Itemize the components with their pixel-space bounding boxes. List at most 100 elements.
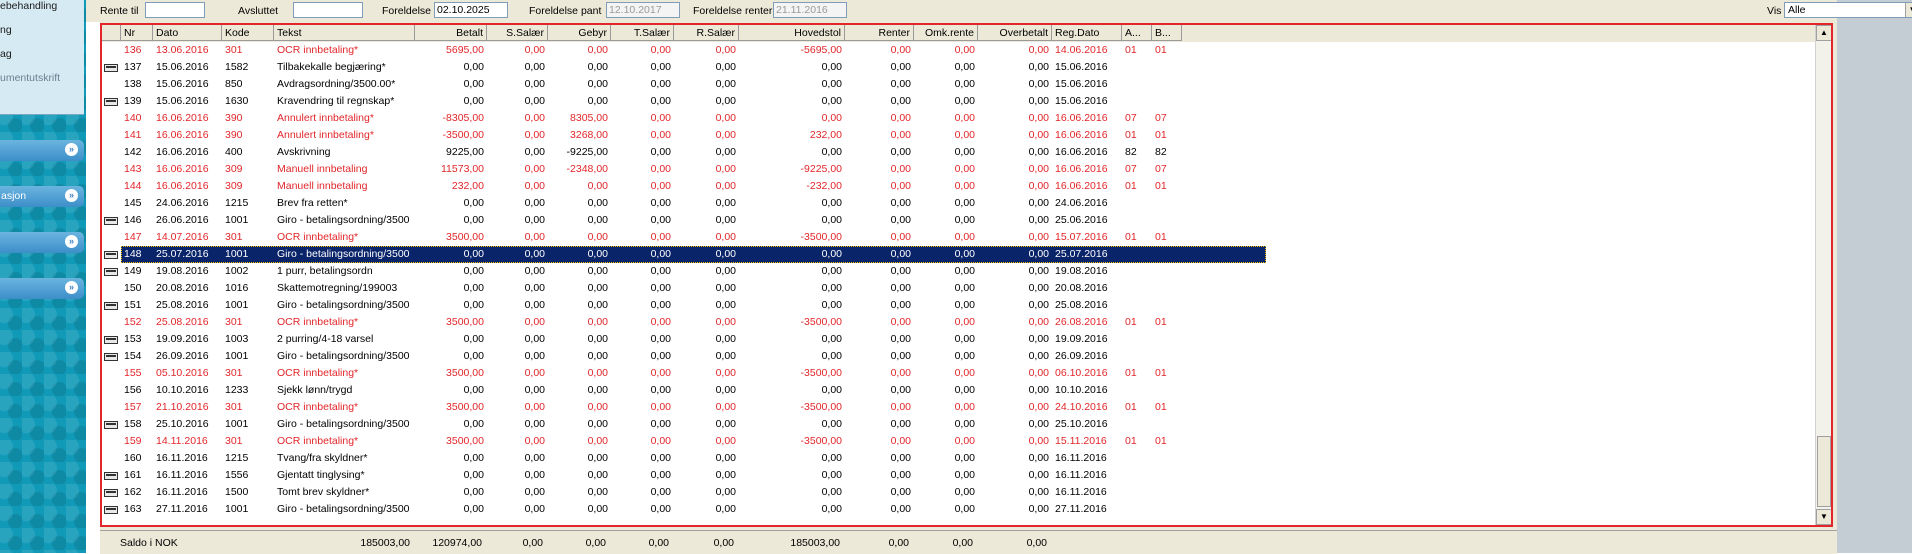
table-row[interactable]: 143 16.06.2016 309 Manuell innbetaling 11573… xyxy=(102,161,1815,178)
table-row[interactable]: 158 25.10.2016 1001 Giro - betalingsordning… xyxy=(102,416,1815,433)
nav-section-4[interactable]: » xyxy=(0,278,84,299)
table-row[interactable]: 152 25.08.2016 301 OCR innbetaling* 3500,00 0… xyxy=(102,314,1815,331)
nav-section-3[interactable]: » xyxy=(0,232,84,253)
table-cell: 15.06.2016 xyxy=(1055,61,1108,73)
table-cell: 154 xyxy=(124,350,142,362)
table-row[interactable]: 144 16.06.2016 309 Manuell innbetaling 232,0… xyxy=(102,178,1815,195)
table-row[interactable]: 140 16.06.2016 390 Annulert innbetaling* -83… xyxy=(102,110,1815,127)
column-header[interactable]: A... xyxy=(1122,25,1152,41)
table-cell: 0,00 xyxy=(715,214,736,226)
table-cell: -3500,00 xyxy=(442,129,484,141)
column-header[interactable]: Overbetalt xyxy=(978,25,1052,41)
foreldelse-input[interactable] xyxy=(434,2,508,18)
column-header[interactable]: Reg.Dato xyxy=(1052,25,1122,41)
table-row[interactable]: 155 05.10.2016 301 OCR innbetaling* 3500,00 0… xyxy=(102,365,1815,382)
column-header[interactable]: T.Salær xyxy=(611,25,674,41)
table-row[interactable]: 157 21.10.2016 301 OCR innbetaling* 3500,00 0… xyxy=(102,399,1815,416)
table-row[interactable]: 162 16.11.2016 1500 Tomt brev skyldner* 0,00… xyxy=(102,484,1815,501)
column-header[interactable]: S.Salær xyxy=(487,25,548,41)
letter-icon xyxy=(104,98,118,106)
table-row[interactable]: 161 16.11.2016 1556 Gjentatt tinglysing* 0,0… xyxy=(102,467,1815,484)
table-row[interactable]: 154 26.09.2016 1001 Giro - betalingsordning… xyxy=(102,348,1815,365)
letter-icon xyxy=(104,421,118,429)
table-cell: 0,00 xyxy=(1028,486,1049,498)
table-cell: 0,00 xyxy=(463,214,484,226)
table-cell: 0,00 xyxy=(1028,299,1049,311)
table-row-selected[interactable]: 148 25.07.2016 1001 Giro - betalingsordning… xyxy=(102,246,1815,263)
scroll-down-button[interactable]: ▼ xyxy=(1816,509,1831,525)
column-header[interactable]: Tekst xyxy=(274,25,415,41)
vis-select[interactable]: Alle ▼ xyxy=(1784,2,1912,18)
table-row[interactable]: 156 10.10.2016 1233 Sjekk lønn/trygd 0,00 0,0… xyxy=(102,382,1815,399)
table-row[interactable]: 149 19.08.2016 1002 1 purr, betalingsordn 0,… xyxy=(102,263,1815,280)
table-cell: 16.06.2016 xyxy=(1055,180,1108,192)
table-row[interactable]: 150 20.08.2016 1016 Skattemotregning/199003… xyxy=(102,280,1815,297)
table-row[interactable]: 147 14.07.2016 301 OCR innbetaling* 3500,00 0… xyxy=(102,229,1815,246)
table-cell: 8305,00 xyxy=(570,112,608,124)
scroll-up-button[interactable]: ▲ xyxy=(1816,25,1831,41)
table-row[interactable]: 159 14.11.2016 301 OCR innbetaling* 3500,00 0… xyxy=(102,433,1815,450)
table-row[interactable]: 151 25.08.2016 1001 Giro - betalingsordning… xyxy=(102,297,1815,314)
table-cell: 0,00 xyxy=(954,503,975,515)
table-row[interactable]: 137 15.06.2016 1582 Tilbakekalle begjæring*… xyxy=(102,59,1815,76)
column-header[interactable]: Kode xyxy=(222,25,274,41)
nav-section-informasjon[interactable]: asjon » xyxy=(0,186,84,207)
footer-total: 185003,00 xyxy=(360,537,410,549)
table-row[interactable]: 146 26.06.2016 1001 Giro - betalingsordning… xyxy=(102,212,1815,229)
table-cell: 301 xyxy=(225,435,243,447)
column-header[interactable]: Betalt xyxy=(415,25,487,41)
rente-til-input[interactable] xyxy=(145,2,205,18)
table-row[interactable]: 145 24.06.2016 1215 Brev fra retten* 0,00 0,0… xyxy=(102,195,1815,212)
table-cell: 0,00 xyxy=(1028,316,1049,328)
column-header[interactable]: Omk.rente xyxy=(914,25,978,41)
footer-total: 0,00 xyxy=(952,537,973,549)
letter-icon xyxy=(104,336,118,344)
table-cell: 3500,00 xyxy=(446,401,484,413)
table-cell: 0,00 xyxy=(524,265,545,277)
table-row[interactable]: 163 27.11.2016 1001 Giro - betalingsordning… xyxy=(102,501,1815,518)
table-row[interactable]: 153 19.09.2016 1003 2 purring/4-18 varsel 0,… xyxy=(102,331,1815,348)
table-cell: 1003 xyxy=(225,333,249,345)
table-cell: 1001 xyxy=(225,503,249,515)
table-cell xyxy=(1152,59,1182,76)
table-row[interactable]: 142 16.06.2016 400 Avskrivning 9225,00 0,00 -9… xyxy=(102,144,1815,161)
table-row[interactable]: 139 15.06.2016 1630 Kravendring til regnska… xyxy=(102,93,1815,110)
column-header[interactable]: R.Salær xyxy=(674,25,739,41)
nav-item-behandling[interactable]: ebehandling xyxy=(0,0,58,12)
chevron-down-icon[interactable]: » xyxy=(65,235,78,248)
scrollbar-thumb[interactable] xyxy=(1817,436,1831,507)
avsluttet-input[interactable] xyxy=(293,2,363,18)
nav-section-1[interactable]: » xyxy=(0,140,84,161)
table-row[interactable]: 136 13.06.2016 301 OCR innbetaling* 5695,00 0… xyxy=(102,42,1815,59)
table-cell: 0,00 xyxy=(587,231,608,243)
chevron-down-icon[interactable]: » xyxy=(65,189,78,202)
vertical-scrollbar[interactable]: ▲ ▼ xyxy=(1815,25,1831,525)
chevron-down-icon[interactable]: » xyxy=(65,143,78,156)
column-header[interactable]: Hovedstol xyxy=(739,25,845,41)
table-cell: 0,00 xyxy=(890,61,911,73)
column-header[interactable]: Gebyr xyxy=(548,25,611,41)
nav-item-2[interactable]: ng xyxy=(0,24,12,36)
table-cell: 0,00 xyxy=(890,401,911,413)
dropdown-arrow-icon[interactable]: ▼ xyxy=(1905,3,1912,17)
column-header[interactable]: Renter xyxy=(845,25,914,41)
table-cell: 140 xyxy=(124,112,142,124)
nav-item-3[interactable]: ag xyxy=(0,48,12,60)
column-header[interactable]: Dato xyxy=(153,25,222,41)
column-header[interactable]: B... xyxy=(1152,25,1182,41)
table-cell: 0,00 xyxy=(1028,44,1049,56)
table-cell: 0,00 xyxy=(650,112,671,124)
table-cell: 0,00 xyxy=(890,486,911,498)
table-cell: 301 xyxy=(225,44,243,56)
table-cell: 0,00 xyxy=(650,78,671,90)
chevron-down-icon[interactable]: » xyxy=(65,281,78,294)
table-cell: 0,00 xyxy=(1028,350,1049,362)
table-cell: 0,00 xyxy=(954,95,975,107)
column-header[interactable]: Nr xyxy=(121,25,153,41)
table-row[interactable]: 138 15.06.2016 850 Avdragsordning/3500.00* 0… xyxy=(102,76,1815,93)
table-row[interactable]: 141 16.06.2016 390 Annulert innbetaling* -35… xyxy=(102,127,1815,144)
nav-item-dokumentutskrift[interactable]: umentutskrift xyxy=(0,72,61,84)
table-cell: 15.06.2016 xyxy=(1055,95,1108,107)
table-cell: 01 xyxy=(1155,401,1167,413)
table-row[interactable]: 160 16.11.2016 1215 Tvang/fra skyldner* 0,00… xyxy=(102,450,1815,467)
